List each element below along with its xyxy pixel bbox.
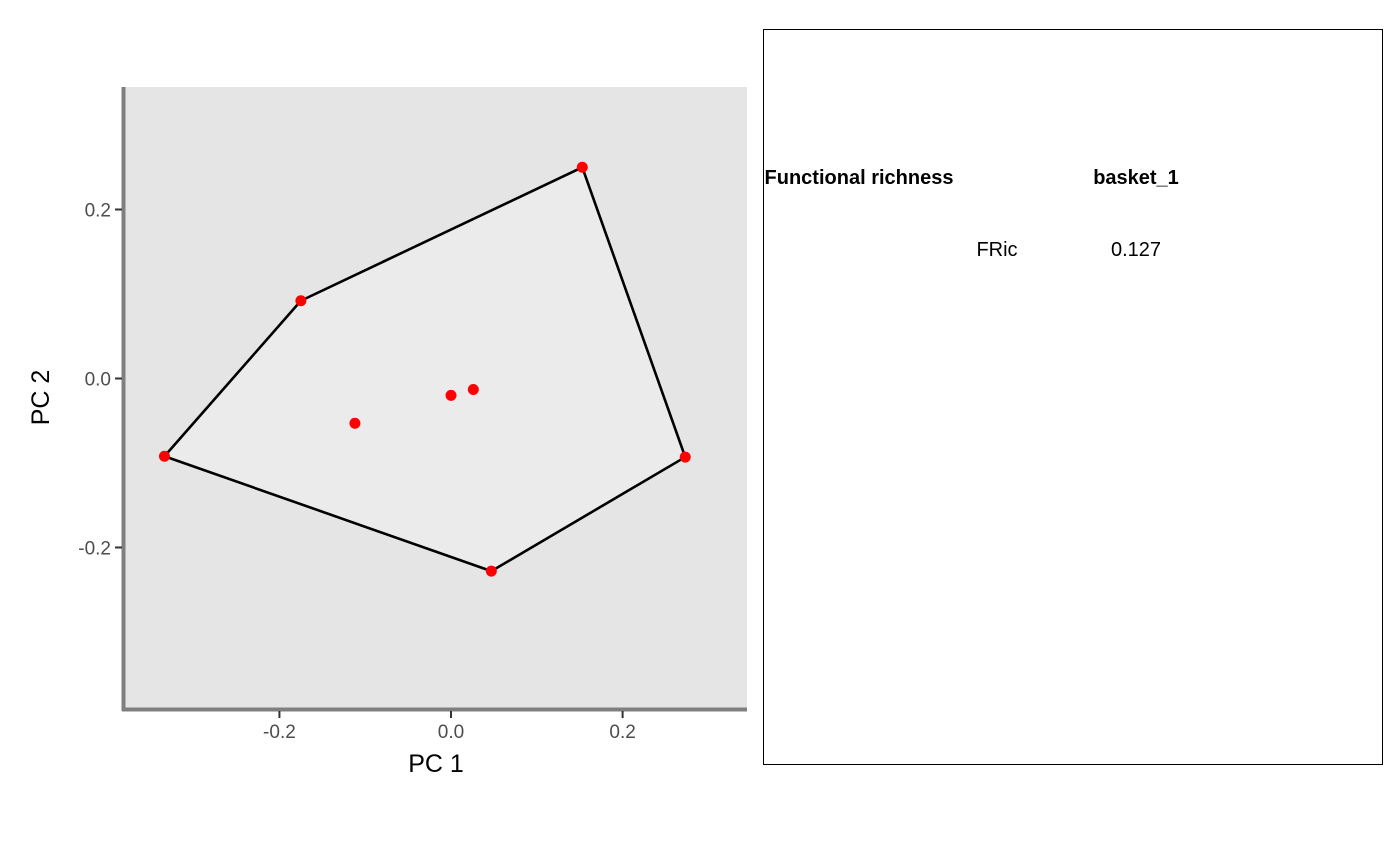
- y-axis-title: PC 2: [27, 370, 55, 426]
- data-point-3: [158, 450, 170, 462]
- data-point-5: [679, 451, 691, 463]
- table-header-basket: basket_1: [1093, 167, 1179, 189]
- x-axis-title: PC 1: [408, 750, 464, 778]
- data-point-8: [467, 383, 479, 395]
- data-point-4: [485, 565, 497, 577]
- table-row-label: FRic: [976, 239, 1018, 261]
- data-point-6: [349, 417, 361, 429]
- x-tick-label: 0.0: [438, 722, 464, 743]
- x-tick-label: -0.2: [263, 722, 296, 743]
- convex-hull-polygon: [163, 165, 687, 573]
- scatter-plot: -0.2 0.0 0.2 -0.2 0.0 0.2 PC 1 PC 2: [27, 87, 747, 778]
- y-tick-label: -0.2: [78, 538, 111, 559]
- data-point-1: [576, 161, 588, 173]
- y-tick-label: 0.0: [85, 369, 111, 390]
- x-axis-ticks: -0.2 0.0 0.2: [263, 711, 636, 743]
- data-point-7: [445, 389, 457, 401]
- table-header-metric: Functional richness: [764, 167, 954, 189]
- y-tick-label: 0.2: [85, 201, 111, 222]
- x-tick-label: 0.2: [609, 722, 635, 743]
- results-table-panel: Functional richness basket_1 FRic 0.127: [763, 29, 1383, 765]
- table-row-value: 0.127: [1110, 239, 1162, 261]
- data-points: [158, 161, 691, 577]
- y-axis-ticks: -0.2 0.0 0.2: [78, 201, 122, 559]
- data-point-2: [295, 295, 307, 307]
